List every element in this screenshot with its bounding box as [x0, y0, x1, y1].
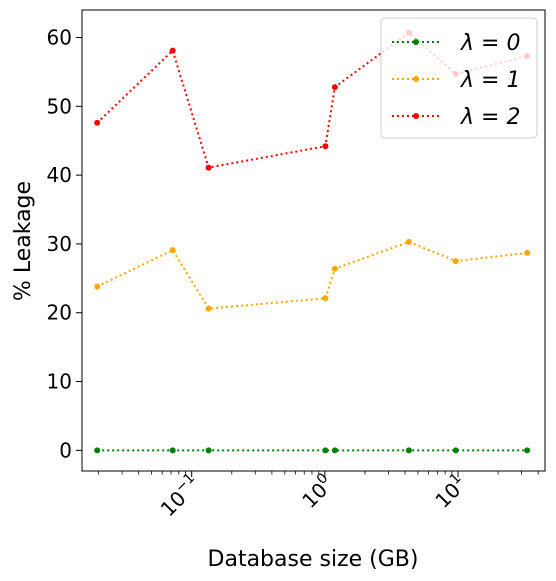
- y-tick-label: 60: [47, 26, 72, 50]
- legend-label: λ = 0: [460, 31, 520, 56]
- data-point: [205, 447, 212, 454]
- data-point: [169, 247, 176, 254]
- y-tick-label: 0: [59, 438, 72, 462]
- data-point: [452, 447, 459, 454]
- data-point: [524, 249, 531, 256]
- legend-marker: [413, 76, 419, 82]
- legend-box: [380, 17, 538, 139]
- data-point: [524, 447, 531, 454]
- y-tick-label: 30: [47, 232, 72, 256]
- x-axis: 10−1 100 101: [98, 470, 539, 521]
- data-point: [322, 295, 329, 302]
- x-tick-label: 10−1: [154, 470, 205, 521]
- data-point: [331, 265, 338, 272]
- data-point: [331, 447, 338, 454]
- data-point: [205, 305, 212, 312]
- y-axis-label: % Leakage: [11, 181, 36, 301]
- series-line-2: [96, 31, 528, 169]
- legend-label: λ = 2: [460, 105, 520, 130]
- data-point: [322, 143, 329, 150]
- series-1: [94, 238, 531, 312]
- data-point: [94, 283, 101, 290]
- data-point: [94, 119, 101, 126]
- y-tick-label: 10: [47, 370, 72, 394]
- data-point: [322, 447, 329, 454]
- series-0: [94, 447, 531, 454]
- x-tick-label: 100: [296, 470, 339, 513]
- y-axis: 0 10 20 30 40 50 60: [47, 26, 82, 462]
- data-point: [405, 447, 412, 454]
- data-point: [169, 47, 176, 54]
- legend: λ = 0 λ = 1 λ = 2: [380, 17, 538, 139]
- plot-frame: [81, 9, 546, 472]
- series-line-1: [96, 240, 528, 310]
- y-tick-label: 20: [47, 301, 72, 325]
- x-tick-label: 101: [429, 470, 472, 513]
- data-point: [169, 447, 176, 454]
- data-point: [331, 84, 338, 91]
- data-point: [205, 164, 212, 171]
- data-point: [405, 238, 412, 245]
- y-tick-label: 50: [47, 94, 72, 118]
- data-point: [94, 447, 101, 454]
- y-tick-label: 40: [47, 163, 72, 187]
- x-axis-label: Database size (GB): [208, 547, 419, 572]
- legend-label: λ = 1: [460, 68, 520, 93]
- legend-marker: [413, 39, 419, 45]
- legend-marker: [413, 113, 419, 119]
- data-point: [452, 258, 459, 265]
